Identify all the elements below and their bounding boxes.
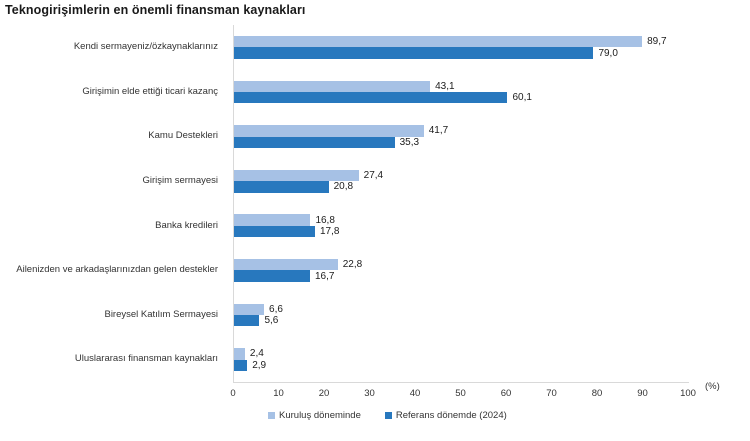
bar-kurulus-doneminde bbox=[234, 303, 265, 316]
value-label: 5,6 bbox=[264, 315, 279, 327]
bar-kurulus-doneminde bbox=[234, 214, 311, 226]
value-label: 41,7 bbox=[428, 125, 449, 137]
plot-area: Kendi sermayeniz/özkaynaklarınız 89,7 79,0… bbox=[0, 25, 750, 382]
bar-referans-donemde bbox=[234, 181, 329, 193]
bar-line: 16,8 bbox=[234, 214, 339, 226]
x-tick-label: 30 bbox=[364, 388, 375, 399]
bar-referans-donemde bbox=[234, 359, 248, 372]
bar-referans-donemde bbox=[234, 91, 508, 104]
legend-swatch bbox=[268, 412, 275, 419]
bar-referans-donemde bbox=[234, 225, 315, 238]
x-axis-unit-label: (%) bbox=[705, 381, 720, 392]
bar-kurulus-doneminde bbox=[234, 169, 359, 182]
legend-label: Referans dönemde (2024) bbox=[395, 410, 507, 421]
bar-line: 5,6 bbox=[234, 315, 283, 327]
bar-kurulus-doneminde bbox=[234, 80, 431, 92]
bar-line: 6,6 bbox=[234, 303, 283, 316]
bar-line: 60,1 bbox=[234, 91, 532, 104]
x-tick-label: 50 bbox=[455, 388, 466, 399]
bar-pair: 2,4 2,9 bbox=[234, 337, 266, 382]
value-label: 79,0 bbox=[598, 47, 618, 59]
bar-group: Ailenizden ve arkadaşlarınızdan gelen de… bbox=[0, 248, 750, 293]
legend-swatch bbox=[384, 412, 392, 419]
category-label: Girişim sermayesi bbox=[142, 174, 218, 186]
bar-pair: 16,8 17,8 bbox=[234, 204, 339, 249]
y-axis-line bbox=[233, 25, 234, 383]
bar-line: 79,0 bbox=[234, 47, 667, 59]
bar-referans-donemde bbox=[234, 270, 310, 282]
category-label: Banka kredileri bbox=[155, 219, 218, 231]
chart-title: Teknogirişimlerin en önemli finansman ka… bbox=[5, 3, 306, 17]
legend-item-kurulus-doneminde: Kuruluş döneminde bbox=[268, 410, 361, 421]
value-label: 89,7 bbox=[647, 36, 667, 48]
bar-line: 16,7 bbox=[234, 270, 362, 282]
x-tick-label: 20 bbox=[318, 388, 330, 399]
bar-line: 27,4 bbox=[234, 169, 384, 182]
bar-kurulus-doneminde bbox=[234, 259, 338, 271]
x-tick-label: 0 bbox=[230, 388, 236, 399]
category-label: Bireysel Katılım Sermayesi bbox=[104, 308, 218, 320]
x-axis-ticks: 0 10 20 30 40 50 60 70 80 90 100 bbox=[0, 388, 750, 400]
category-label: Girişimin elde ettiği ticari kazanç bbox=[82, 85, 218, 97]
bar-line: 2,9 bbox=[234, 359, 267, 372]
value-label: 20,8 bbox=[333, 181, 354, 193]
value-label: 27,4 bbox=[363, 169, 384, 181]
x-tick-label: 10 bbox=[273, 388, 284, 399]
bar-line: 20,8 bbox=[234, 181, 383, 193]
x-tick-label: 90 bbox=[637, 388, 648, 399]
value-label: 60,1 bbox=[512, 92, 532, 104]
x-axis-line bbox=[233, 382, 689, 383]
bar-referans-donemde bbox=[234, 136, 395, 148]
bar-group: Kamu Destekleri 41,7 35,3 bbox=[0, 114, 750, 159]
legend: Kuruluş döneminde Referans dönemde (2024) bbox=[268, 410, 507, 421]
bar-pair: 22,8 16,7 bbox=[234, 248, 362, 293]
value-label: 2,9 bbox=[252, 359, 267, 371]
x-tick-label: 40 bbox=[409, 388, 421, 399]
value-label: 6,6 bbox=[269, 303, 283, 315]
value-label: 16,7 bbox=[314, 270, 335, 282]
category-label: Kendi sermayeniz/özkaynaklarınız bbox=[73, 41, 218, 53]
category-label: Uluslararası finansman kaynakları bbox=[74, 353, 218, 365]
x-tick-label: 60 bbox=[500, 388, 512, 399]
bar-line: 2,4 bbox=[234, 348, 266, 360]
bar-line: 22,8 bbox=[234, 259, 363, 271]
bar-group: Girişimin elde ettiği ticari kazanç 43,1 6… bbox=[0, 70, 750, 115]
bar-pair: 43,1 60,1 bbox=[234, 70, 532, 115]
bar-line: 89,7 bbox=[234, 35, 667, 48]
bar-group: Uluslararası finansman kaynakları 2,4 2,9 bbox=[0, 337, 750, 382]
value-label: 2,4 bbox=[249, 348, 264, 360]
bar-group: Banka kredileri 16,8 17,8 bbox=[0, 204, 750, 249]
value-label: 43,1 bbox=[435, 80, 455, 92]
bar-group: Kendi sermayeniz/özkaynaklarınız 89,7 79,0 bbox=[0, 25, 750, 70]
bar-kurulus-doneminde bbox=[234, 35, 643, 48]
bar-kurulus-doneminde bbox=[234, 348, 245, 360]
bar-line: 43,1 bbox=[234, 80, 532, 92]
bar-line: 41,7 bbox=[234, 125, 449, 137]
bar-referans-donemde bbox=[234, 47, 594, 59]
bar-pair: 6,6 5,6 bbox=[234, 293, 283, 338]
x-tick-label: 80 bbox=[591, 388, 603, 399]
bar-pair: 89,7 79,0 bbox=[234, 25, 667, 70]
category-label: Kamu Destekleri bbox=[148, 130, 218, 142]
bar-referans-donemde bbox=[234, 315, 260, 327]
value-label: 17,8 bbox=[319, 226, 340, 237]
bar-group: Bireysel Katılım Sermayesi 6,6 5,6 bbox=[0, 293, 750, 338]
x-tick-label: 100 bbox=[680, 388, 696, 399]
legend-item-referans-donemde: Referans dönemde (2024) bbox=[384, 410, 507, 421]
value-label: 22,8 bbox=[342, 259, 363, 271]
bar-kurulus-doneminde bbox=[234, 125, 424, 137]
category-label: Ailenizden ve arkadaşlarınızdan gelen de… bbox=[16, 264, 218, 276]
value-label: 35,3 bbox=[399, 136, 420, 148]
bar-line: 35,3 bbox=[234, 136, 448, 148]
value-label: 16,8 bbox=[315, 214, 335, 226]
bar-pair: 41,7 35,3 bbox=[234, 114, 448, 159]
bar-group: Girişim sermayesi 27,4 20,8 bbox=[0, 159, 750, 204]
bar-pair: 27,4 20,8 bbox=[234, 159, 383, 204]
x-tick-label: 70 bbox=[546, 388, 557, 399]
legend-label: Kuruluş döneminde bbox=[279, 410, 361, 421]
bar-line: 17,8 bbox=[234, 225, 340, 238]
